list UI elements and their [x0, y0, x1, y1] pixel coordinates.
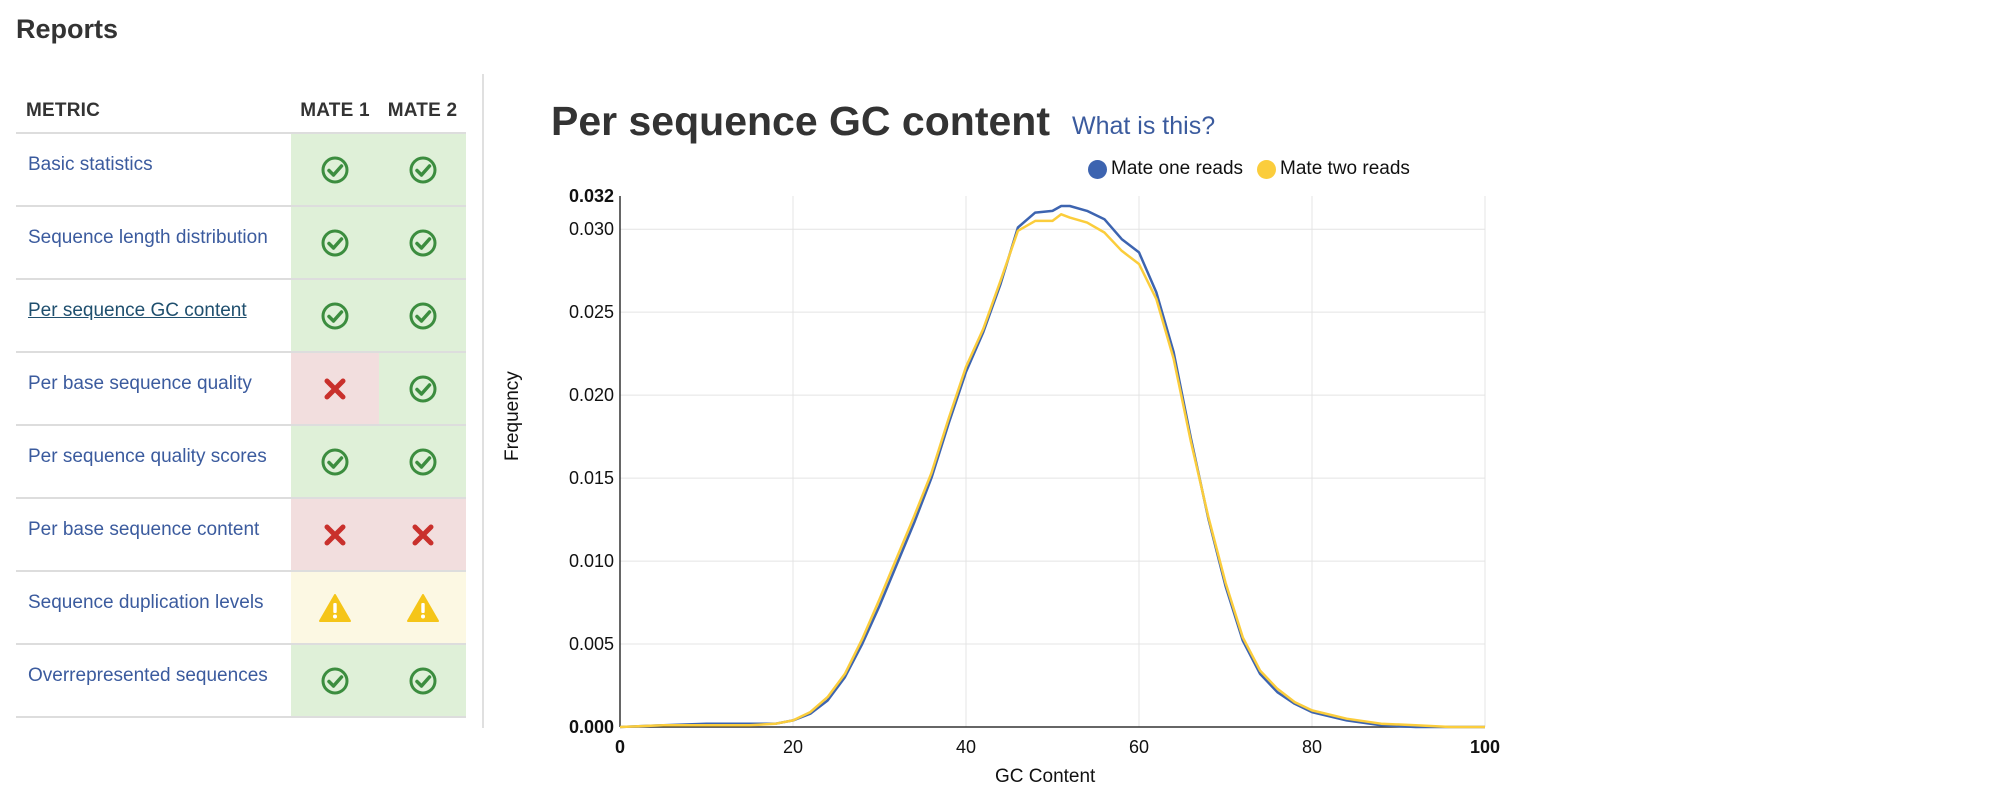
- check-circle-icon: [409, 229, 436, 256]
- status-cell-mate-1: [291, 572, 379, 643]
- metric-link[interactable]: Per base sequence content: [16, 499, 291, 570]
- metric-link[interactable]: Basic statistics: [16, 134, 291, 205]
- status-cell-mate-1: [291, 207, 379, 278]
- y-tick-label: 0.005: [569, 634, 614, 654]
- check-circle-icon: [409, 448, 436, 475]
- status-cell-mate-2: [379, 426, 466, 497]
- status-cell-mate-2: [379, 207, 466, 278]
- x-tick-label: 40: [956, 737, 976, 757]
- metrics-table-header: METRIC MATE 1 MATE 2: [16, 90, 466, 134]
- table-row: Per base sequence content: [16, 499, 466, 572]
- metric-link-label: Basic statistics: [28, 154, 153, 175]
- status-cell-mate-2: [379, 280, 466, 351]
- status-cell-mate-1: [291, 134, 379, 205]
- status-cell-mate-1: [291, 499, 379, 570]
- check-circle-icon: [409, 667, 436, 694]
- what-is-this-link[interactable]: What is this?: [1072, 112, 1216, 140]
- table-row: Sequence duplication levels: [16, 572, 466, 645]
- y-tick-label: 0.015: [569, 468, 614, 488]
- metric-link-label: Per base sequence quality: [28, 373, 252, 394]
- table-row: Per sequence quality scores: [16, 426, 466, 499]
- metric-link-label: Sequence duplication levels: [28, 592, 264, 613]
- x-tick-label: 0: [615, 737, 625, 757]
- series-line-mate-one: [619, 204, 1485, 729]
- header-metric: METRIC: [26, 100, 101, 121]
- metric-link[interactable]: Per base sequence quality: [16, 353, 291, 424]
- metrics-table-body: Basic statistics Sequence length distribu…: [16, 134, 466, 718]
- status-cell-mate-1: [291, 426, 379, 497]
- table-row: Overrepresented sequences: [16, 645, 466, 718]
- check-circle-icon: [321, 229, 349, 256]
- legend-marker-mate-two: [1257, 159, 1277, 179]
- metric-link[interactable]: Sequence duplication levels: [16, 572, 291, 643]
- metric-link-label: Per sequence GC content: [28, 300, 247, 321]
- check-circle-icon: [409, 375, 436, 402]
- metric-link[interactable]: Per sequence quality scores: [16, 426, 291, 497]
- status-cell-mate-1: [291, 645, 379, 716]
- y-tick-label: 0.010: [569, 551, 614, 571]
- x-mark-icon: [324, 524, 346, 545]
- check-circle-icon: [321, 667, 349, 694]
- table-row: Per sequence GC content: [16, 280, 466, 353]
- x-axis-label: GC Content: [995, 766, 1096, 787]
- table-row: Basic statistics: [16, 134, 466, 207]
- y-tick-label: 0.020: [569, 385, 614, 405]
- series-line-mate-two: [619, 213, 1485, 729]
- legend-item-mate-one[interactable]: Mate one reads: [1088, 158, 1243, 180]
- x-tick-label: 60: [1129, 737, 1149, 757]
- x-mark-icon: [412, 524, 433, 545]
- metric-link-label: Overrepresented sequences: [28, 665, 268, 686]
- legend-item-mate-two[interactable]: Mate two reads: [1257, 158, 1410, 180]
- status-cell-mate-2: [379, 645, 466, 716]
- warning-triangle-icon: [319, 593, 351, 622]
- warning-triangle-icon: [406, 593, 439, 622]
- status-cell-mate-2: [379, 134, 466, 205]
- chart-legend: Mate one reads Mate two reads: [1088, 158, 1424, 180]
- header-mate-1: MATE 1: [300, 100, 370, 121]
- chart-panel-title: Per sequence GC content: [551, 98, 1050, 144]
- check-circle-icon: [321, 302, 349, 329]
- metric-link[interactable]: Per sequence GC content: [16, 280, 291, 351]
- metric-link-label: Per sequence quality scores: [28, 446, 267, 467]
- table-row: Per base sequence quality: [16, 353, 466, 426]
- legend-label-mate-two: Mate two reads: [1280, 158, 1410, 179]
- status-cell-mate-1: [291, 280, 379, 351]
- gc-content-chart: 0.000 0.005 0.010 0.015 0.020 0.025 0.030 0.032…: [569, 186, 1500, 757]
- metrics-table: METRIC MATE 1 MATE 2 Basic statistics Seq…: [16, 90, 466, 718]
- metric-link[interactable]: Sequence length distribution: [16, 207, 291, 278]
- table-row: Sequence length distribution: [16, 207, 466, 280]
- legend-label-mate-one: Mate one reads: [1111, 158, 1244, 179]
- check-circle-icon: [321, 156, 349, 183]
- y-tick-label: 0.032: [569, 186, 614, 206]
- y-tick-label: 0.000: [569, 717, 614, 737]
- metric-link-label: Sequence length distribution: [28, 227, 268, 248]
- page-title: Reports: [16, 14, 119, 44]
- check-circle-icon: [321, 448, 349, 475]
- status-cell-mate-2: [379, 572, 466, 643]
- check-circle-icon: [409, 156, 436, 183]
- header-mate-2: MATE 2: [387, 100, 458, 121]
- metric-link[interactable]: Overrepresented sequences: [16, 645, 291, 716]
- y-axis-label: Frequency: [502, 371, 523, 461]
- y-tick-label: 0.030: [569, 219, 614, 239]
- metric-link-label: Per base sequence content: [28, 519, 260, 540]
- x-mark-icon: [324, 378, 346, 399]
- check-circle-icon: [409, 302, 436, 329]
- y-tick-label: 0.025: [569, 302, 614, 322]
- status-cell-mate-2: [379, 353, 466, 424]
- status-cell-mate-1: [291, 353, 379, 424]
- x-tick-label: 100: [1470, 737, 1500, 757]
- panel-divider: [482, 74, 484, 728]
- status-cell-mate-2: [379, 499, 466, 570]
- x-tick-label: 80: [1302, 737, 1322, 757]
- legend-marker-mate-one: [1088, 159, 1107, 179]
- x-tick-label: 20: [783, 737, 803, 757]
